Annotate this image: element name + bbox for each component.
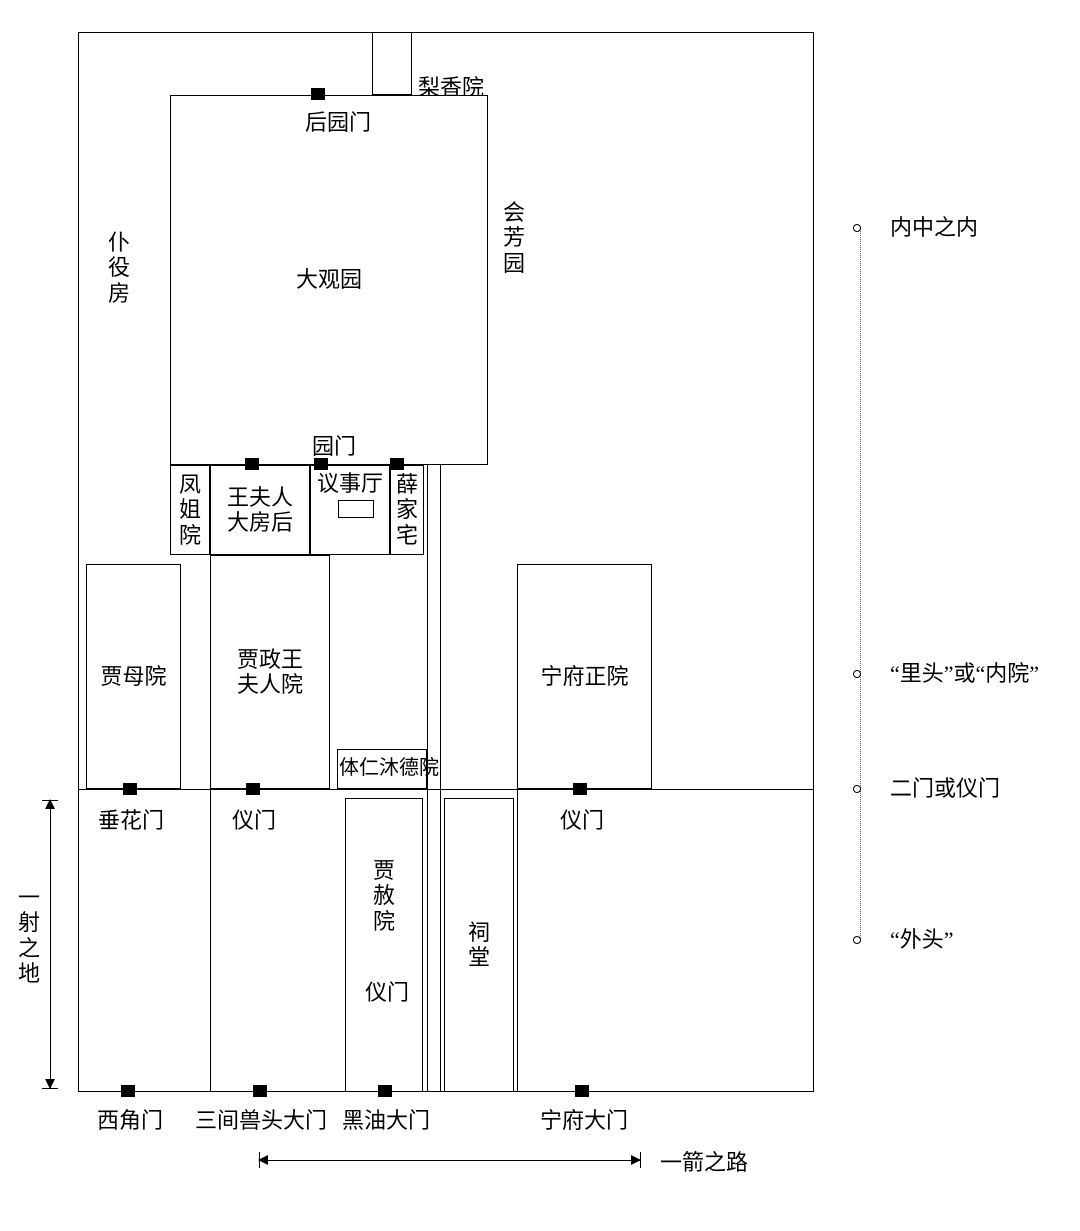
box-lixiang: [372, 32, 412, 95]
gate-label-houyuan: 后园门: [305, 110, 371, 135]
ningfu-ext-left: [517, 789, 518, 1092]
left-ruler-tick-bot: [42, 1088, 58, 1089]
label-huifang: 会 芳 园: [503, 200, 525, 276]
gate-yimen1: [246, 783, 260, 795]
road-right: [440, 465, 441, 1092]
gate-label-yimen2: 仪门: [560, 808, 604, 833]
label-tiren: 体仁沐德院: [339, 757, 439, 780]
label-jiamu: 贾母院: [101, 664, 167, 689]
legend-dot: [853, 224, 861, 232]
bottom-ruler-label: 一箭之路: [660, 1150, 748, 1175]
left-ruler-label: 一 射 之 地: [18, 885, 40, 986]
gate-label-heiyou: 黑油大门: [342, 1108, 430, 1133]
legend-dot: [853, 785, 861, 793]
legend-dot: [853, 670, 861, 678]
gate-heiyou: [378, 1085, 392, 1097]
label-jiazheng: 贾政王 夫人院: [237, 647, 303, 698]
label-daguan: 大观园: [296, 267, 362, 292]
label-xuejia: 薛 家 宅: [396, 472, 418, 548]
gate-yuanmen: [314, 458, 328, 470]
gate-houyuan: [311, 88, 325, 100]
box-jiashe: [345, 798, 423, 1092]
gate-label-sanjian: 三间兽头大门: [195, 1108, 327, 1133]
label-wangfuren: 王夫人 大房后: [227, 485, 293, 536]
gate-g3: [390, 458, 404, 470]
gate-label-xijiao: 西角门: [97, 1108, 163, 1133]
gate-g2: [245, 458, 259, 470]
gate-label-yuanmen: 园门: [312, 434, 356, 459]
gate-label-ningfu_dm: 宁府大门: [540, 1108, 628, 1133]
label-citang: 祠 堂: [468, 920, 490, 971]
label-yishi: 议事厅: [317, 471, 383, 496]
legend-line: [860, 228, 861, 940]
left-ruler-line: [50, 800, 51, 1088]
bottom-ruler-line: [259, 1160, 640, 1161]
gate-xijiao: [121, 1085, 135, 1097]
bottom-ruler-tick-r: [640, 1152, 641, 1168]
legend-label: “里头”或“内院”: [890, 661, 1039, 686]
gate-chuihua: [123, 783, 137, 795]
gate-ningfu_dm: [575, 1085, 589, 1097]
bottom-ruler-tick-l: [259, 1152, 260, 1168]
legend-label: “外头”: [890, 927, 954, 952]
label-puyifang: 仆 役 房: [108, 230, 130, 306]
label-fengjie: 凤 姐 院: [179, 472, 201, 548]
second-gate-line: [78, 789, 814, 790]
gate-sanjian: [253, 1085, 267, 1097]
left-ruler-tick-top: [42, 800, 58, 801]
label-ningfu: 宁府正院: [541, 664, 629, 689]
gate-label-yimen1: 仪门: [232, 808, 276, 833]
legend-label: 二门或仪门: [890, 776, 1000, 801]
box-yishi_small: [338, 500, 374, 518]
gate-yimen2: [573, 783, 587, 795]
gate-label-chuihua: 垂花门: [98, 808, 164, 833]
label-yimen-jiashe: 仪门: [365, 980, 409, 1005]
legend-label: 内中之内: [890, 215, 978, 240]
jiazheng-ext-left: [210, 789, 211, 1092]
legend-dot: [853, 936, 861, 944]
label-jiashe: 贾 赦 院: [373, 858, 395, 934]
